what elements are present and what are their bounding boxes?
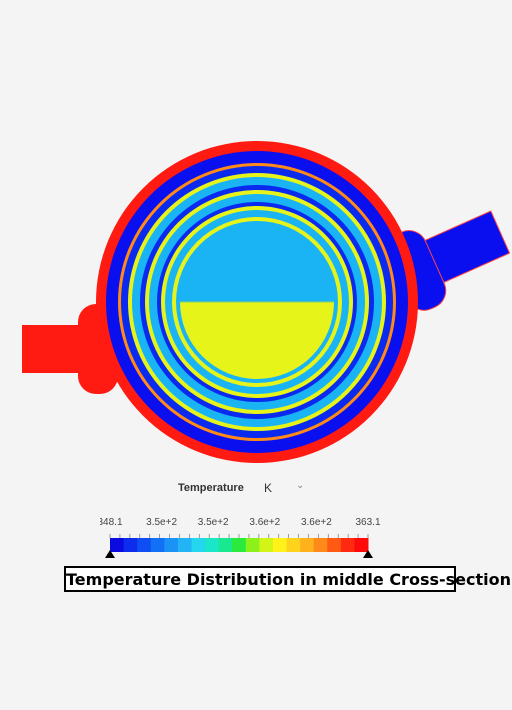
colorbar-tick-label: 3.5e+2 [146,517,177,528]
colorbar-tick-label: 3.6e+2 [249,517,280,528]
colorbar-tick-label: 363.1 [355,517,380,528]
colorbar-swatch [286,538,301,552]
unit-select[interactable]: K ⌄ [258,478,310,498]
colorbar-swatch [177,538,192,552]
colorbar-swatch [110,538,125,552]
colorbar-swatch [137,538,152,552]
colorbar-swatch [300,538,315,552]
colorbar-swatch [259,538,274,552]
colorbar-swatch [150,538,165,552]
caption-box: Temperature Distribution in middle Cross… [64,566,511,592]
inner-core [180,225,334,379]
field-label: Temperature [178,482,244,494]
colorbar-swatch [313,538,328,552]
colorbar-swatch [205,538,220,552]
colorbar-swatch [272,538,288,552]
colorbar-swatch [232,538,247,552]
colorbar: 348.1 3.5e+2 3.5e+2 3.6e+2 3.6e+2 363.1 [100,517,381,558]
colorbar-swatch [191,538,206,552]
colorbar-swatch [354,538,369,552]
colorbar-tick-label: 348.1 [100,517,123,528]
legend-header: Temperature K ⌄ [0,478,512,498]
colorbar-swatch [327,538,342,552]
caption: Temperature Distribution in middle Cross… [66,570,511,589]
colorbar-tick-label: 3.5e+2 [198,517,229,528]
colorbar-swatch [218,538,233,552]
unit-value: K [264,481,273,495]
colorbar-swatch [340,538,355,552]
colorbar-swatch [245,538,260,552]
colorbar-swatch [164,538,179,552]
range-marker-icon[interactable] [105,550,115,558]
colorbar-tick-label: 3.6e+2 [301,517,332,528]
cross-section-view [22,141,511,463]
range-marker-icon[interactable] [363,550,373,558]
colorbar-swatch [123,538,138,552]
chevron-down-icon: ⌄ [296,480,305,491]
